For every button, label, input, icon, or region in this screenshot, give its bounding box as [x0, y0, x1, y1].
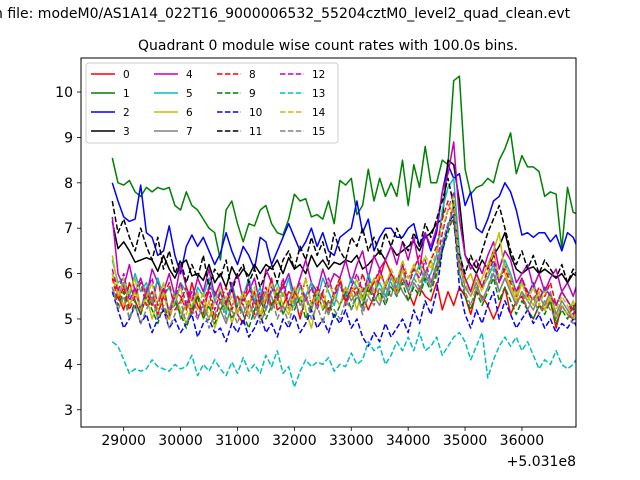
legend-box — [85, 62, 339, 144]
x-tick-label: 31000 — [215, 433, 260, 449]
chart-title: Quadrant 0 module wise count rates with … — [138, 38, 518, 54]
series-lines — [111, 75, 576, 388]
x-tick-label: 29000 — [101, 433, 146, 449]
legend-label-13: 13 — [312, 88, 325, 100]
y-tick-label: 7 — [64, 221, 73, 237]
legend-label-1: 1 — [123, 88, 130, 100]
y-axis: 3 4 5 6 7 8 9 10 — [55, 85, 81, 419]
y-tick-label: 9 — [64, 130, 73, 146]
series-line-2 — [111, 163, 576, 275]
legend-label-0: 0 — [123, 69, 130, 81]
legend-label-9: 9 — [249, 88, 256, 100]
legend-label-6: 6 — [186, 107, 193, 119]
legend-label-15: 15 — [312, 126, 325, 138]
x-tick-label: 32000 — [272, 433, 317, 449]
x-tick-label: 30000 — [158, 433, 203, 449]
series-line-3 — [111, 159, 576, 288]
series-line-10 — [111, 213, 576, 347]
figure-suptitle: n file: modeM0/AS1A14_022T16_9000006532_… — [0, 6, 571, 22]
series-line-15 — [111, 209, 576, 329]
y-tick-label: 5 — [64, 312, 73, 328]
y-tick-label: 8 — [64, 176, 73, 192]
legend-label-14: 14 — [312, 107, 326, 119]
x-axis-offset-label: +5.031e8 — [507, 454, 576, 470]
plot-frame — [80, 57, 577, 428]
x-tick-label: 35000 — [443, 433, 488, 449]
x-tick-label: 36000 — [500, 433, 545, 449]
legend-label-7: 7 — [186, 126, 193, 138]
legend-label-5: 5 — [186, 88, 193, 100]
x-tick-label: 34000 — [386, 433, 431, 449]
legend-label-11: 11 — [249, 126, 262, 138]
x-tick-label: 33000 — [329, 433, 374, 449]
x-axis: 29000 30000 31000 32000 33000 34000 35000 36000 — [101, 427, 544, 449]
y-tick-label: 4 — [64, 357, 73, 373]
legend-label-12: 12 — [312, 69, 325, 81]
legend-label-10: 10 — [249, 107, 262, 119]
y-tick-label: 6 — [64, 267, 73, 283]
series-line-13 — [111, 331, 576, 388]
y-tick-label: 10 — [55, 85, 73, 101]
series-line-4 — [111, 141, 576, 307]
legend-label-2: 2 — [123, 107, 130, 119]
series-line-12 — [111, 191, 576, 320]
legend-label-4: 4 — [186, 69, 193, 81]
legend-label-3: 3 — [123, 126, 130, 138]
series-line-14 — [111, 195, 576, 320]
series-line-1 — [111, 75, 576, 261]
y-tick-label: 3 — [64, 403, 73, 419]
series-line-11 — [111, 177, 576, 293]
legend-label-8: 8 — [249, 69, 256, 81]
